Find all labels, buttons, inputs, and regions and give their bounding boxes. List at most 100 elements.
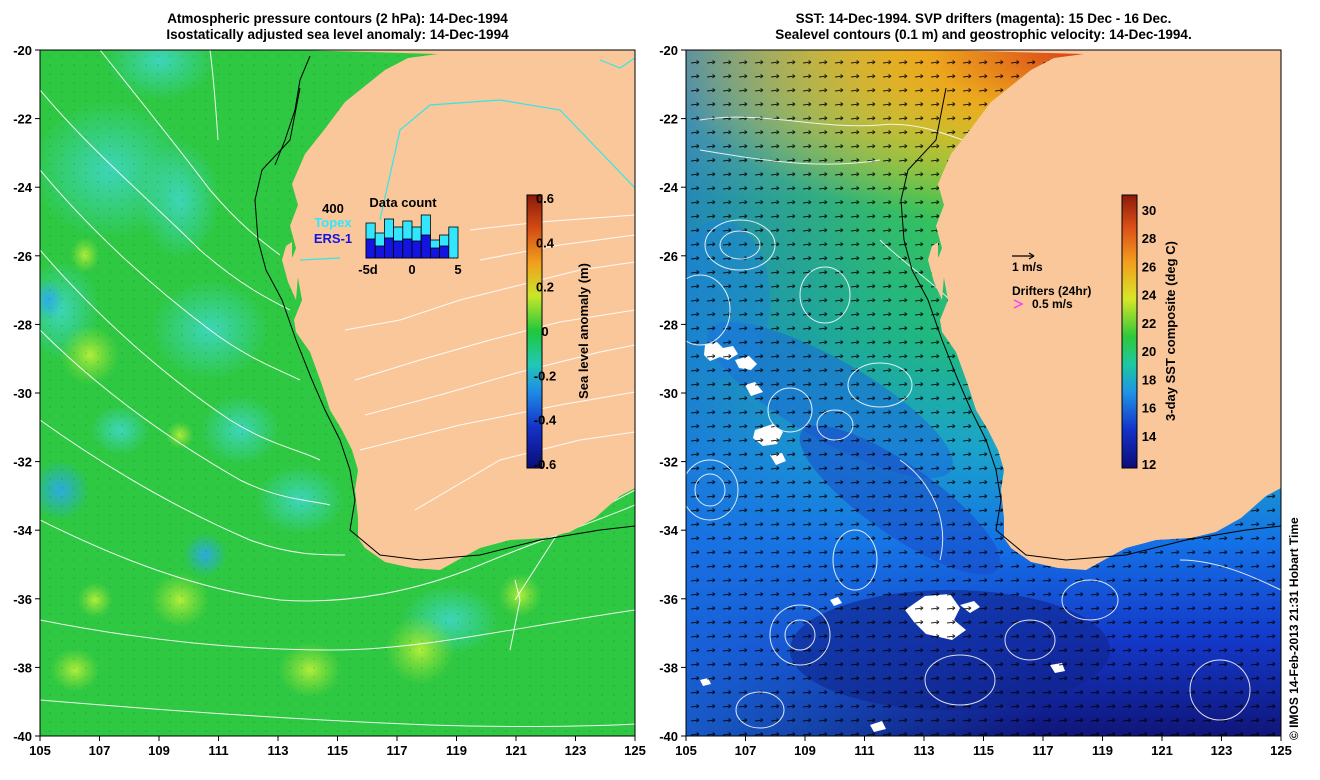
right-lat-tick: -28: [659, 317, 678, 332]
right-lon-tick: 121: [1151, 743, 1173, 758]
sla-tick: 0.4: [536, 235, 555, 250]
left-lat-tick: -38: [13, 660, 32, 675]
left-lon-tick: 107: [89, 743, 111, 758]
left-axes: 105 107 109 111 113 115 117 119 121 123 125 -20 -22 -…: [13, 43, 646, 758]
left-title-line1: Atmospheric pressure contours (2 hPa): 1…: [167, 11, 508, 26]
data-count-bar-ers: [402, 238, 413, 259]
left-lon-tick: 105: [29, 743, 51, 758]
data-count-bar-ers: [393, 240, 404, 259]
scale-arrow-label: 1 m/s: [1012, 260, 1043, 274]
sst-tick: 20: [1142, 344, 1156, 359]
data-count-bar-ers: [420, 234, 431, 259]
right-lat-tick: -24: [659, 180, 679, 195]
right-lon-tick: 117: [1033, 743, 1054, 758]
right-lon-tick: 119: [1092, 743, 1113, 758]
left-title-line2: Isostatically adjusted sea level anomaly…: [166, 27, 509, 42]
left-lat-tick: -32: [13, 455, 32, 470]
sla-tick: -0.2: [534, 368, 556, 383]
left-lon-tick: 119: [446, 743, 467, 758]
drifter-arrow-icon: [1013, 299, 1024, 309]
left-lat-tick: -24: [13, 180, 33, 195]
state-border: [299, 57, 635, 261]
right-lat-tick: -22: [659, 112, 678, 127]
drifter-speed-label: 0.5 m/s: [1032, 297, 1073, 311]
left-lon-tick: 125: [624, 743, 646, 758]
sla-colorbar-gradient: [526, 194, 543, 469]
right-lat-tick: -32: [659, 455, 678, 470]
sst-colorbar: 30 28 26 24 22 20 18 16 14 12 3-day SST composite…: [1121, 194, 1178, 472]
left-lat-tick: -30: [13, 386, 32, 401]
sla-tick: -0.4: [534, 413, 557, 428]
left-lon-tick: 115: [327, 743, 348, 758]
legend-ers1: ERS-1: [314, 231, 352, 246]
left-lon-tick: 123: [565, 743, 587, 758]
right-lat-tick: -34: [659, 523, 679, 538]
left-lon-tick: 111: [208, 743, 228, 758]
left-map-title: Atmospheric pressure contours (2 hPa): 1…: [40, 11, 635, 43]
data-count-bar-ers: [411, 240, 422, 259]
right-map-area: [686, 50, 1281, 736]
right-title-line1: SST: 14-Dec-1994. SVP drifters (magenta)…: [795, 11, 1172, 26]
sst-colorbar-ticks: 30 28 26 24 22 20 18 16 14 12: [1142, 203, 1157, 472]
left-map-area: [40, 50, 635, 736]
left-lat-tick: -36: [13, 592, 32, 607]
data-count-xtick: -5d: [358, 262, 378, 277]
sealevel-contours: [686, 116, 1281, 729]
right-map-title: SST: 14-Dec-1994. SVP drifters (magenta)…: [686, 11, 1281, 43]
sst-tick: 26: [1142, 259, 1156, 274]
data-count-bar-ers: [429, 247, 440, 259]
sst-tick: 28: [1142, 231, 1156, 246]
data-count-xtick: 5: [454, 262, 461, 277]
data-count-title: Data count: [369, 195, 437, 210]
data-count-bars: [365, 214, 459, 259]
shelf-break-contour-sst: [900, 87, 1281, 561]
right-lon-tick: 113: [914, 743, 935, 758]
sst-tick: 16: [1142, 401, 1156, 416]
data-count-xtick: 0: [408, 262, 415, 277]
sst-tick: 22: [1142, 316, 1156, 331]
data-count-bar-ers: [439, 245, 450, 259]
sst-colorbar-gradient: [1121, 194, 1138, 469]
sst-colorbar-label: 3-day SST composite (deg C): [1163, 241, 1178, 421]
data-count-bar-ers: [374, 245, 385, 259]
left-lat-tick: -26: [13, 249, 32, 264]
sst-tick: 24: [1142, 288, 1157, 303]
left-lon-tick: 113: [268, 743, 289, 758]
right-lat-tick: -36: [659, 592, 678, 607]
left-lat-tick: -20: [13, 43, 32, 58]
sla-tick: 0: [541, 324, 548, 339]
data-count-xticks: -5d 0 5: [358, 262, 461, 277]
right-lon-tick: 107: [735, 743, 757, 758]
scale-arrow-head: [1028, 252, 1035, 260]
left-lat-tick: -22: [13, 112, 32, 127]
credit-text: © IMOS 14-Feb-2013 21:31 Hobart Time: [1287, 517, 1301, 740]
left-lat-tick: -34: [13, 523, 33, 538]
legend-topex: Topex: [314, 215, 352, 230]
sla-tick: -0.6: [534, 457, 556, 472]
left-lon-tick: 121: [505, 743, 527, 758]
velocity-scale: 1 m/s Drifters (24hr) 0.5 m/s: [1012, 252, 1091, 311]
sst-tick: 14: [1142, 429, 1157, 444]
right-lat-tick: -26: [659, 249, 678, 264]
right-lat-tick: -30: [659, 386, 678, 401]
right-lat-tick: -20: [659, 43, 678, 58]
right-lat-tick: -38: [659, 660, 678, 675]
sst-tick: 12: [1142, 457, 1156, 472]
pressure-contours: [40, 50, 635, 728]
right-lat-tick: -40: [659, 729, 678, 744]
data-count-max: 400: [322, 201, 344, 216]
right-lon-tick: 111: [854, 743, 874, 758]
sla-colorbar: 0.6 0.4 0.2 0 -0.2 -0.4 -0.6 Sea level anomaly…: [526, 191, 591, 472]
data-count-inset: 400 Topex ERS-1 Data count -5d 0 5: [314, 195, 462, 277]
sst-tick: 30: [1142, 203, 1156, 218]
right-lon-tick: 115: [973, 743, 994, 758]
right-lon-tick: 105: [675, 743, 697, 758]
drifters-label: Drifters (24hr): [1012, 284, 1091, 298]
left-lat-tick: -28: [13, 317, 32, 332]
left-lon-tick: 109: [148, 743, 170, 758]
right-title-line2: Sealevel contours (0.1 m) and geostrophi…: [775, 27, 1192, 42]
right-axes: 105 107 109 111 113 115 117 119 121 123 125 -20 -22 -…: [659, 43, 1292, 758]
right-lon-tick: 109: [794, 743, 816, 758]
sla-colorbar-label: Sea level anomaly (m): [576, 263, 591, 399]
